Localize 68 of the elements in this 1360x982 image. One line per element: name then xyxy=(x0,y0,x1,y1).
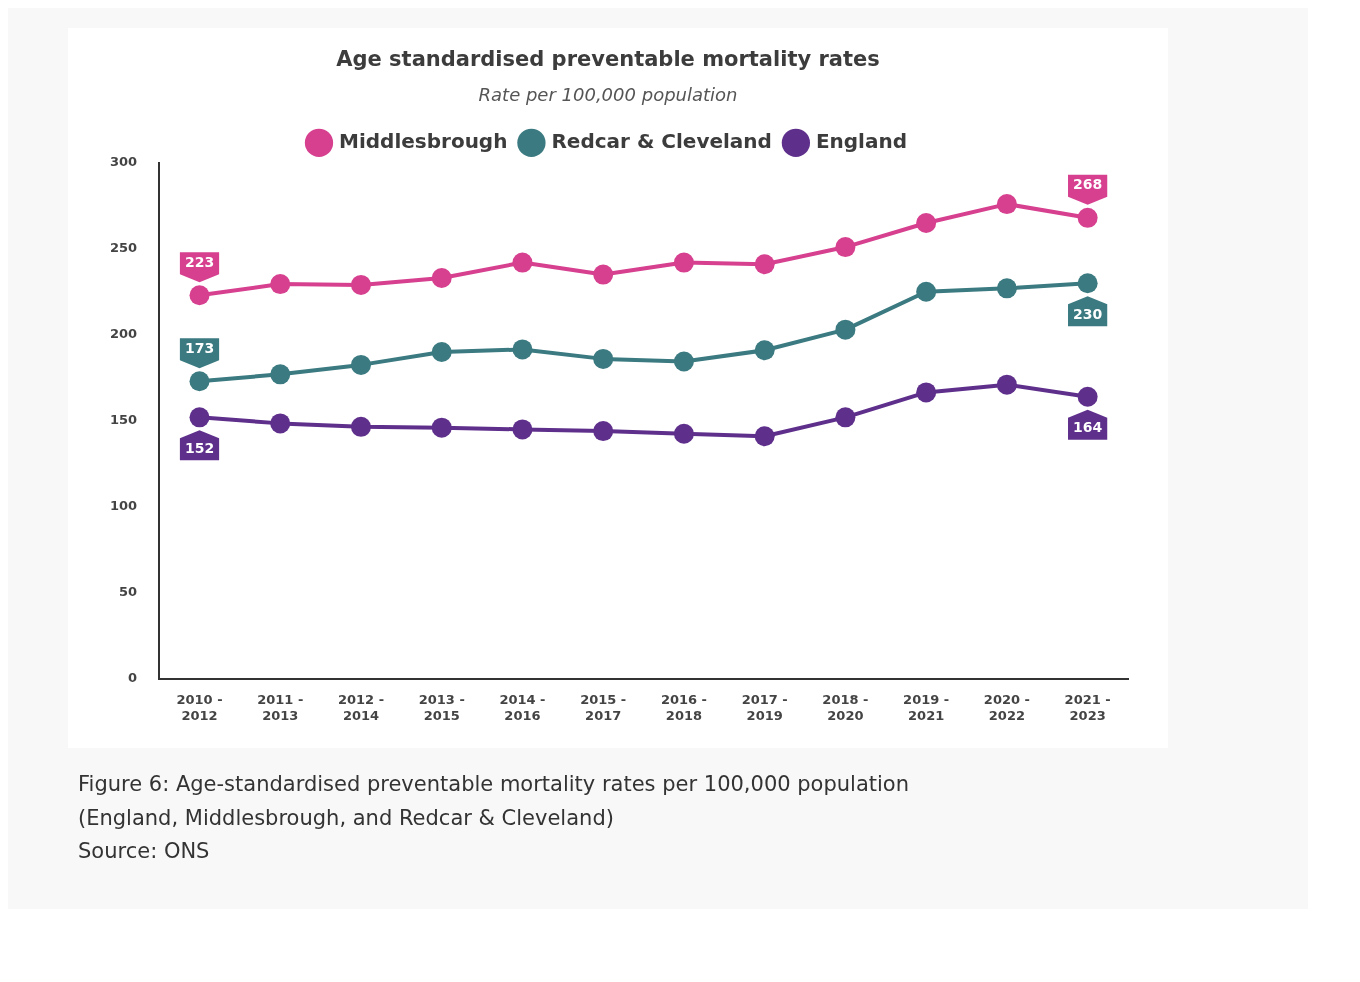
x-tick-label: 2014 - 2016 xyxy=(499,691,546,723)
data-label: 164 xyxy=(1073,419,1103,436)
point xyxy=(270,413,291,434)
point xyxy=(1077,207,1098,228)
point xyxy=(593,421,614,442)
point xyxy=(673,252,694,273)
point xyxy=(996,194,1017,215)
chart-subtitle: Rate per 100,000 population xyxy=(478,83,738,105)
point xyxy=(835,319,856,340)
point xyxy=(996,278,1017,299)
legend-label: England xyxy=(815,129,908,153)
point xyxy=(754,426,775,447)
point xyxy=(996,374,1017,395)
point xyxy=(189,371,210,392)
x-tick-label: 2013 - 2015 xyxy=(418,691,465,723)
point xyxy=(350,274,371,295)
x-tick-label: 2019 - 2021 xyxy=(903,691,950,723)
point xyxy=(431,417,452,438)
point xyxy=(916,213,937,233)
y-tick-label: 200 xyxy=(110,326,138,342)
data-label: 152 xyxy=(184,440,215,456)
data-label: 223 xyxy=(184,253,215,270)
y-tick-label: 300 xyxy=(110,154,138,170)
x-tick-label: 2015 - 2017 xyxy=(580,691,627,723)
point xyxy=(673,423,694,444)
point xyxy=(673,351,694,372)
point xyxy=(431,268,452,289)
point xyxy=(350,354,371,375)
chart-title: Age standardised preventable mortality rates xyxy=(336,47,880,72)
x-tick-label: 2010 - 2012 xyxy=(176,691,223,723)
point xyxy=(270,364,291,385)
source-note: Source: ONS xyxy=(78,838,211,866)
x-tick-label: 2017 - 2019 xyxy=(741,691,788,723)
data-label: 173 xyxy=(184,339,215,356)
data-label: 230 xyxy=(1073,305,1103,322)
point xyxy=(189,285,210,306)
point xyxy=(270,274,291,295)
x-tick-label: 2021 - 2023 xyxy=(1064,691,1111,723)
point xyxy=(350,416,371,437)
x-tick-label: 2020 - 2022 xyxy=(983,691,1030,723)
point xyxy=(593,264,614,285)
point xyxy=(189,407,210,428)
x-tick-label: 2016 - 2018 xyxy=(660,691,707,723)
point xyxy=(916,281,937,302)
x-tick-label: 2011 - 2013 xyxy=(257,691,304,723)
point xyxy=(512,252,533,273)
caption: Figure 6: Age-standardised preventable mortality rates per 100,000 population (England, Middlesbrough, and Redcar & Cleveland) xyxy=(78,771,911,832)
y-tick-label: 50 xyxy=(119,584,138,600)
point xyxy=(1077,273,1098,294)
y-tick-label: 0 xyxy=(128,670,138,686)
legend-label: Redcar & Cleveland xyxy=(551,129,772,153)
point xyxy=(593,348,614,369)
legend-label: Middlesbrough xyxy=(338,129,508,153)
point xyxy=(754,340,775,361)
x-tick-label: 2012 - 2014 xyxy=(337,691,385,723)
y-tick-label: 150 xyxy=(110,412,138,428)
point xyxy=(835,237,856,258)
point xyxy=(916,382,937,403)
y-tick-label: 100 xyxy=(110,498,138,514)
point xyxy=(512,339,533,360)
x-tick-label: 2018 - 2020 xyxy=(822,691,869,723)
point xyxy=(1077,386,1098,407)
point xyxy=(835,407,856,428)
point xyxy=(512,419,533,440)
y-tick-label: 250 xyxy=(110,240,138,256)
point xyxy=(754,254,775,275)
data-label: 268 xyxy=(1073,176,1103,193)
point xyxy=(431,342,452,362)
